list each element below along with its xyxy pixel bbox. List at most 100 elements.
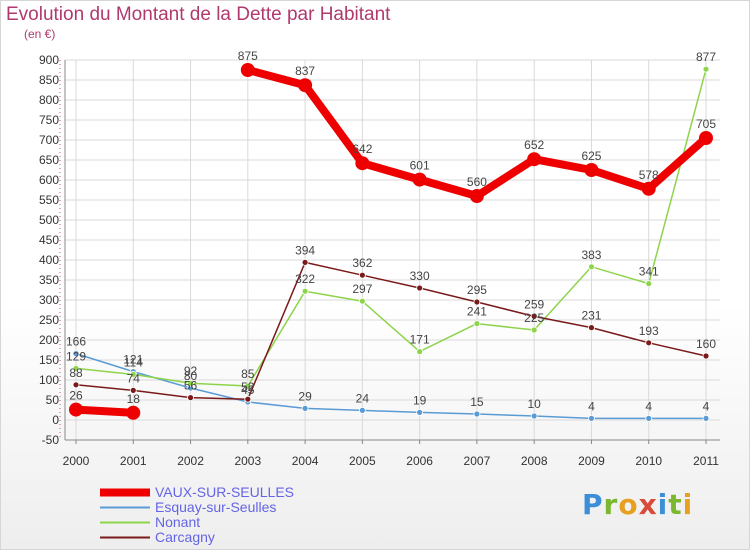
data-label-esquay-sur-seulles: 121 [123,353,143,367]
series-line-nonant [75,68,707,387]
data-label-esquay-sur-seulles: 166 [66,335,86,349]
data-point-carcagny [72,381,80,389]
data-point-nonant [187,379,194,387]
data-point-esquay-sur-seulles [72,350,80,358]
data-point-carcagny [187,394,194,402]
data-point-carcagny [645,339,653,347]
data-point-vaux-sur-seulles [126,405,141,420]
y-tick-label: 250 [39,313,59,327]
data-point-vaux-sur-seulles [412,172,427,187]
data-label-vaux-sur-seulles: 560 [467,175,487,189]
y-tick-label: 500 [39,213,59,227]
data-point-vaux-sur-seulles [584,163,599,177]
data-label-nonant: 129 [66,349,86,363]
legend-label-vaux: VAUX-SUR-SEULLES [155,484,295,500]
data-label-vaux-sur-seulles: 875 [238,49,258,63]
data-point-vaux-sur-seulles [69,402,83,417]
x-tick-label: 2000 [63,454,90,468]
data-label-carcagny: 160 [696,337,716,351]
data-label-nonant: 877 [696,50,716,64]
data-label-carcagny: 56 [184,379,198,393]
data-label-nonant: 171 [410,333,430,347]
data-point-vaux-sur-seulles [469,189,484,203]
data-label-nonant: 114 [124,355,143,369]
data-point-carcagny [530,312,538,320]
y-tick-label: 800 [39,93,59,107]
data-label-vaux-sur-seulles: 705 [696,117,716,131]
x-tick-label: 2005 [349,454,376,468]
y-tick-label: 600 [39,173,59,187]
data-label-nonant: 341 [639,265,659,279]
data-label-nonant: 322 [295,272,315,286]
series-line-esquay-sur-seulles [75,352,707,420]
data-point-vaux-sur-seulles [699,131,713,145]
data-label-nonant: 241 [467,305,487,319]
data-point-nonant [645,280,653,288]
y-tick-label: 0 [52,413,59,427]
data-label-vaux-sur-seulles: 837 [295,64,315,78]
data-point-vaux-sur-seulles [527,152,542,167]
data-label-nonant: 297 [352,282,372,296]
y-tick-label: 150 [39,353,59,367]
x-tick-label: 2007 [464,454,491,468]
y-tick-label: 700 [39,133,59,147]
data-label-vaux-sur-seulles: 601 [410,159,430,173]
y-tick-label: 50 [46,393,60,407]
data-labels: 166 121 80 45 29 24 19 15 10 4 4 4 129 114 92 85 322 297 1… [66,49,716,413]
legend-swatch-vaux [100,488,150,497]
data-label-esquay-sur-seulles: 4 [645,399,652,413]
y-tick-label: 300 [39,293,59,307]
data-label-vaux-sur-seulles: 652 [524,138,544,152]
data-label-nonant: 225 [524,311,544,325]
x-tick-label: 2004 [292,454,319,468]
y-tick-label: 350 [39,273,59,287]
data-point-esquay-sur-seulles [473,410,481,418]
legend-swatch-nonant [100,521,150,524]
data-label-nonant: 92 [184,364,198,378]
data-point-nonant [530,326,538,334]
data-point-nonant [72,364,80,372]
data-label-vaux-sur-seulles: 18 [127,392,141,406]
data-point-carcagny [588,324,595,332]
data-point-esquay-sur-seulles [530,412,538,420]
data-point-nonant [588,263,595,271]
x-tick-label: 2003 [234,454,261,468]
data-label-nonant: 383 [581,248,601,262]
y-tick-label: 850 [39,73,59,87]
data-point-carcagny [702,352,710,360]
data-point-nonant [129,370,137,378]
x-tick-label: 2010 [635,454,662,468]
data-point-esquay-sur-seulles [702,414,710,422]
data-point-nonant [301,287,309,295]
y-tick-label: 750 [39,113,59,127]
data-label-carcagny: 362 [352,256,372,270]
y-tick-label: 550 [39,193,59,207]
y-tick-label: -50 [42,433,60,447]
x-tick-label: 2011 [693,454,719,468]
data-point-carcagny [473,298,481,306]
legend-swatch-carcagny [100,536,150,539]
series [69,63,713,422]
data-point-nonant [244,382,252,390]
data-point-esquay-sur-seulles [301,404,309,412]
data-point-esquay-sur-seulles [645,414,653,422]
legend-label-carcagny: Carcagny [155,529,215,545]
data-point-carcagny [129,386,137,394]
data-point-vaux-sur-seulles [240,63,255,77]
grid [65,59,720,441]
data-point-vaux-sur-seulles [641,181,656,196]
data-label-carcagny: 193 [639,324,659,338]
legend-swatch-esquay [100,506,150,509]
chart-title: Evolution du Montant de la Dette par Hab… [6,4,391,25]
data-point-nonant [416,348,424,356]
data-point-carcagny [358,271,366,279]
data-point-vaux-sur-seulles [298,78,313,93]
chart-subtitle: (en €) [24,27,56,41]
y-tick-label: 400 [39,253,59,267]
x-tick-label: 2006 [406,454,433,468]
data-label-carcagny: 259 [524,297,544,311]
axes: -50 0 50 100 150 200 250 300 350 400 450 500 550 600 6… [39,53,720,468]
data-label-esquay-sur-seulles: 15 [470,395,484,409]
data-label-esquay-sur-seulles: 29 [298,389,312,403]
